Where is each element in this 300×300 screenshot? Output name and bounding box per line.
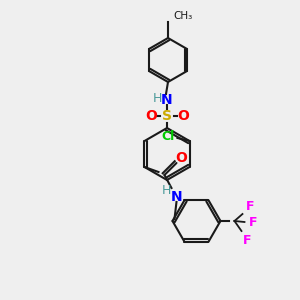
- Text: H: H: [152, 92, 162, 104]
- Text: O: O: [145, 109, 157, 123]
- Text: N: N: [171, 190, 182, 204]
- Text: CH₃: CH₃: [173, 11, 192, 21]
- Text: F: F: [246, 200, 255, 214]
- Text: S: S: [162, 109, 172, 123]
- Text: O: O: [176, 151, 188, 165]
- Text: H: H: [162, 184, 171, 197]
- Text: N: N: [161, 93, 173, 107]
- Text: F: F: [243, 233, 252, 247]
- Text: F: F: [249, 217, 258, 230]
- Text: O: O: [177, 109, 189, 123]
- Text: Cl: Cl: [161, 130, 174, 142]
